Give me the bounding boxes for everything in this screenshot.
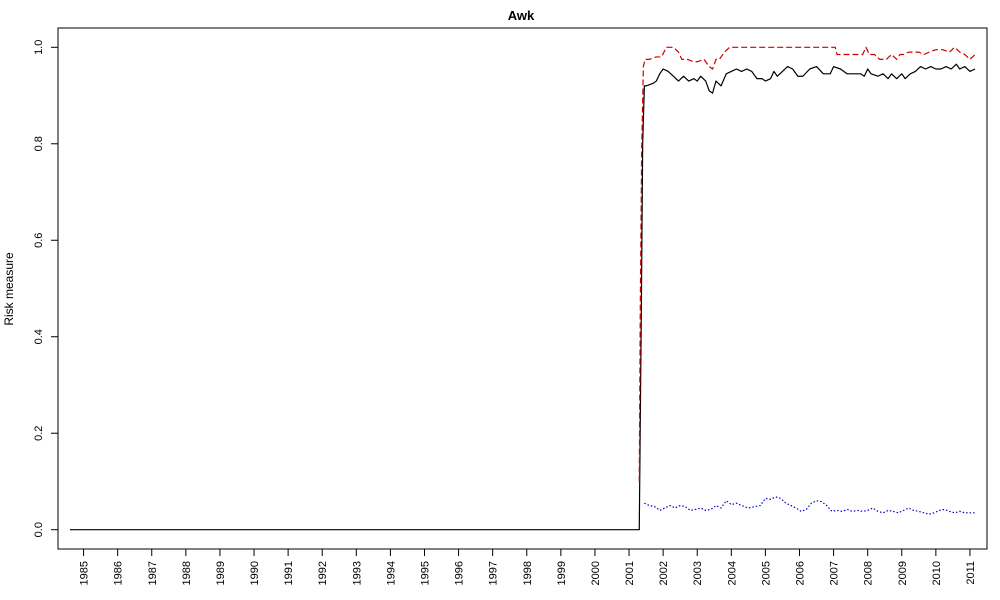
y-tick-label: 0.8 (33, 136, 45, 151)
x-tick-label: 2004 (726, 561, 738, 585)
x-tick-label: 1990 (249, 561, 261, 585)
series-line-1 (69, 63, 976, 531)
x-tick-label: 1994 (385, 561, 397, 585)
x-tick-label: 2002 (658, 561, 670, 585)
x-tick-label: 1985 (79, 561, 91, 585)
x-tick-label: 2010 (931, 561, 943, 585)
x-tick-label: 2006 (794, 561, 806, 585)
series-line-2 (638, 46, 976, 482)
x-tick-label: 2000 (590, 561, 602, 585)
x-tick-label: 1998 (522, 561, 534, 585)
y-tick-label: 0.2 (33, 426, 45, 441)
series-layer (69, 46, 976, 531)
x-tick-label: 1999 (556, 561, 568, 585)
x-tick-label: 1991 (283, 561, 295, 585)
x-tick-label: 1993 (351, 561, 363, 585)
x-tick-label: 2007 (829, 561, 841, 585)
y-axis-label: Risk measure (2, 252, 16, 326)
x-tick-label: 1986 (113, 561, 125, 585)
chart-title: Awk (508, 8, 535, 23)
x-tick-label: 2008 (863, 561, 875, 585)
x-tick-label: 1992 (317, 561, 329, 585)
series-line-3 (644, 496, 976, 515)
y-tick-label: 0.4 (33, 329, 45, 344)
x-axis: 1985 1986 1987 1988 1989 1990 1991 1992 1993 1994… (79, 548, 977, 585)
x-tick-label: 2005 (760, 561, 772, 585)
x-tick-label: 2009 (897, 561, 909, 585)
x-tick-label: 1989 (215, 561, 227, 585)
x-tick-label: 2011 (965, 561, 977, 585)
y-tick-label: 0.6 (33, 233, 45, 248)
x-tick-label: 1988 (181, 561, 193, 585)
y-tick-label: 1.0 (33, 40, 45, 55)
y-tick-label: 0.0 (33, 522, 45, 537)
x-tick-label: 2003 (692, 561, 704, 585)
x-tick-label: 1997 (488, 561, 500, 585)
plot-frame (57, 27, 988, 550)
x-tick-label: 2001 (624, 561, 636, 585)
y-axis: 0.0 0.2 0.4 0.6 0.8 1.0 (33, 40, 59, 537)
x-tick-label: 1987 (147, 561, 159, 585)
x-tick-label: 1996 (454, 561, 466, 585)
x-tick-label: 1995 (419, 561, 431, 585)
